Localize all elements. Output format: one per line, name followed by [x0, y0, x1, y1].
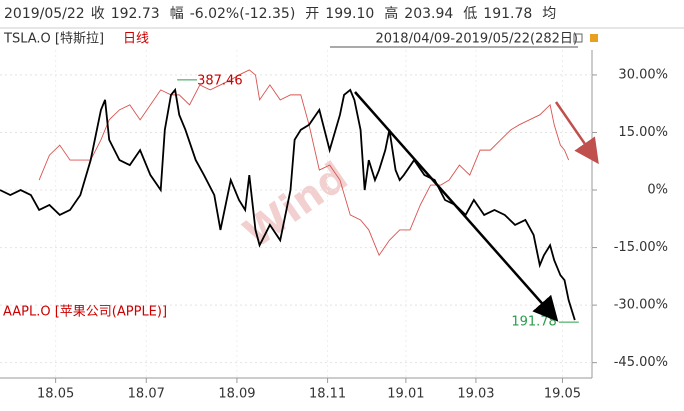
header: 2019/05/22 收 192.73 幅 -6.02%(-12.35) 开 199.10 高… [4, 5, 556, 22]
y-tick-label: 30.00% [618, 67, 668, 82]
quote-label: 低 [463, 6, 477, 22]
x-tick-label: 18.11 [309, 387, 346, 402]
x-tick-label: 19.01 [387, 387, 424, 402]
quote-value: 192.73 [111, 6, 160, 22]
y-tick-label: 0% [647, 183, 668, 198]
quote-value: -6.02%(-12.35) [190, 6, 296, 22]
x-tick-label: 19.05 [544, 387, 581, 402]
quote-label: 高 [384, 5, 398, 22]
quote-label: 均 [542, 6, 556, 22]
y-tick-label: -15.00% [614, 240, 668, 255]
security: TSLA.O [特斯拉] [3, 32, 104, 47]
icon [573, 33, 583, 43]
x-tick-label: 18.07 [128, 387, 165, 402]
y-tick-label: 15.00% [618, 125, 668, 140]
annotation: 191.78 [511, 315, 557, 330]
trend-arrow [354, 91, 559, 322]
quote-value: 203.94 [404, 6, 453, 22]
legend-entry: AAPL.O [苹果公司(APPLE)] [3, 305, 167, 320]
x-tick-label: 18.05 [37, 387, 74, 402]
date: 2019/05/22 [4, 6, 85, 22]
quote-value: 191.78 [483, 6, 532, 22]
icon [590, 34, 598, 42]
annotation: 387.46 [197, 73, 243, 88]
quote-label: 幅 [170, 6, 184, 22]
quote-label: 开 [305, 6, 319, 22]
plot: 30.00% 15.00% 0% -15.00% -30.00% -45.00% 18.05… [0, 50, 668, 402]
watermark: Wind [236, 154, 357, 258]
period: 日线 [123, 32, 149, 47]
trend-arrow [554, 101, 599, 165]
x-tick-label: 18.09 [218, 387, 255, 402]
y-tick-label: -45.00% [614, 355, 668, 370]
range: 2018/04/09-2019/05/22(282日) [375, 32, 578, 47]
x-tick-label: 19.03 [457, 387, 494, 402]
quote-label: 收 [91, 6, 105, 22]
y-tick-label: -30.00% [614, 298, 668, 313]
series-line [0, 87, 576, 321]
quote-value: 199.10 [325, 6, 374, 22]
